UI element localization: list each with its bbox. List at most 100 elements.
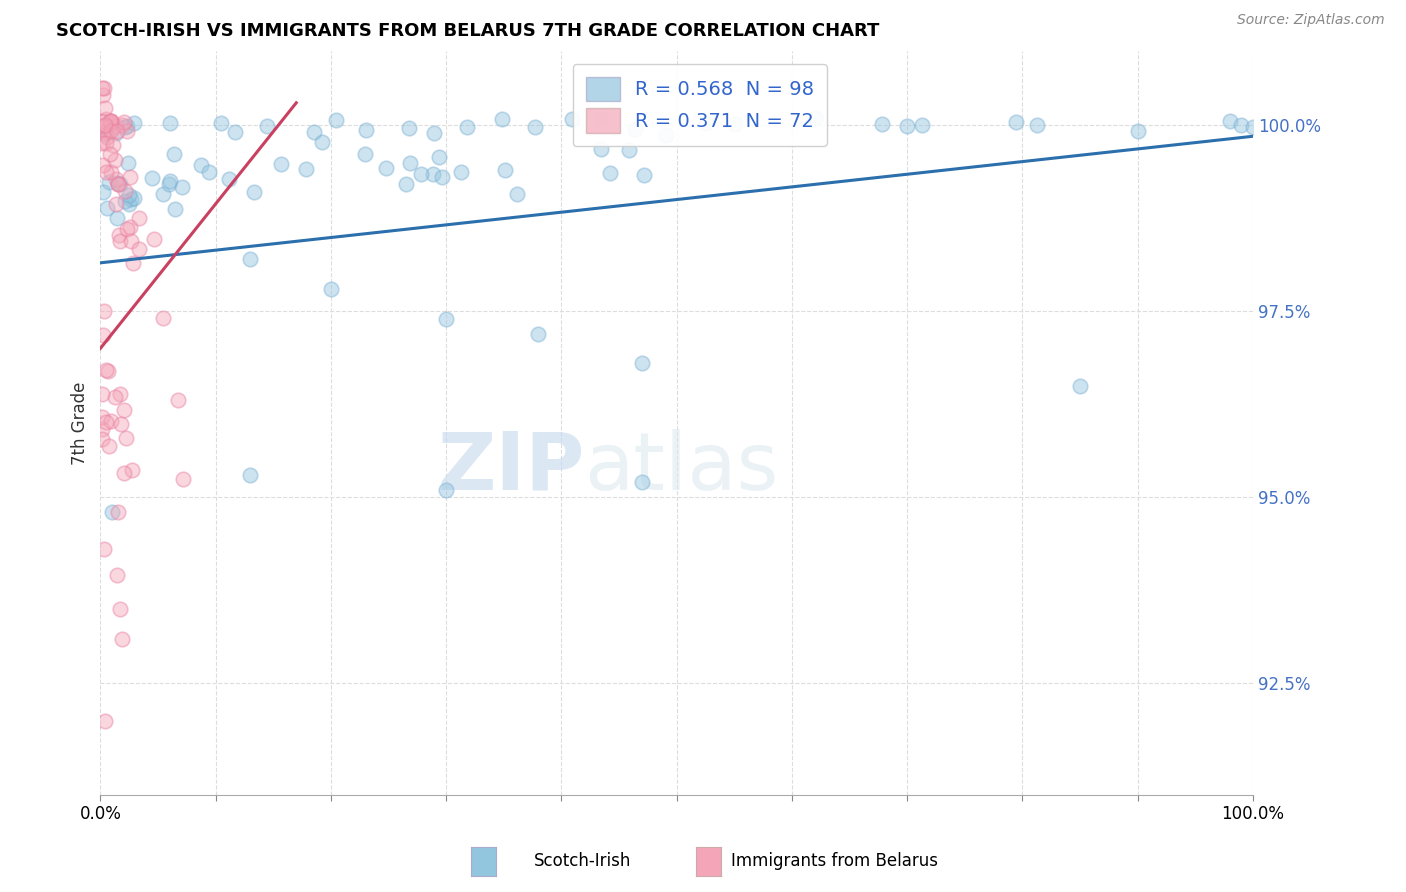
Point [98, 113, 121, 128]
Point [105, 197, 128, 211]
Point [804, 112, 827, 126]
Point [98, 124, 121, 138]
Point [239, 252, 262, 266]
Point [256, 120, 278, 134]
Point [218, 171, 240, 186]
Point [589, 143, 612, 157]
Point [93, 304, 115, 318]
Legend: R = 0.568  N = 98, R = 0.371  N = 72: R = 0.568 N = 98, R = 0.371 N = 72 [572, 63, 827, 145]
Point [91, 136, 114, 151]
Point [122, 116, 145, 130]
Point [163, 147, 186, 161]
Point [242, 186, 264, 200]
Point [91, 87, 114, 102]
Point [104, 172, 127, 186]
Point [633, 168, 655, 182]
Point [110, 234, 132, 248]
Point [100, 114, 122, 128]
Point [896, 120, 918, 134]
Point [295, 162, 318, 177]
Point [910, 118, 932, 132]
Point [456, 120, 478, 135]
Point [166, 392, 188, 407]
Point [209, 115, 232, 129]
Point [398, 156, 420, 170]
Point [100, 414, 122, 428]
Point [302, 124, 325, 138]
Text: ZIP: ZIP [437, 428, 585, 507]
Point [121, 463, 143, 477]
Text: Scotch-Irish: Scotch-Irish [534, 852, 631, 870]
Point [143, 232, 166, 246]
Point [91, 185, 114, 199]
Point [110, 387, 132, 401]
Point [110, 632, 132, 646]
Point [121, 256, 143, 270]
Point [91, 158, 114, 172]
Point [1126, 124, 1149, 138]
Point [589, 111, 612, 125]
Point [152, 186, 174, 201]
Point [110, 417, 132, 432]
Point [1241, 120, 1264, 134]
Point [108, 602, 131, 616]
Point [354, 146, 377, 161]
Point [90, 410, 112, 425]
Point [96, 130, 118, 145]
Point [94, 101, 117, 115]
Point [94, 125, 117, 139]
Point [96, 415, 118, 429]
Y-axis label: 7th Grade: 7th Grade [72, 381, 89, 465]
Point [91, 81, 114, 95]
Point [101, 505, 124, 519]
Point [159, 174, 181, 188]
Point [270, 156, 292, 170]
Point [170, 180, 193, 194]
Point [117, 119, 139, 133]
Point [90, 119, 112, 133]
Point [224, 125, 246, 139]
Point [101, 137, 124, 152]
Point [319, 282, 342, 296]
Point [100, 115, 122, 129]
Point [427, 150, 450, 164]
Point [423, 126, 446, 140]
Point [1219, 113, 1241, 128]
Point [114, 184, 136, 198]
Point [112, 115, 135, 129]
Point [114, 120, 136, 134]
Point [124, 191, 146, 205]
Point [94, 119, 117, 133]
Point [117, 156, 139, 170]
Text: atlas: atlas [585, 428, 779, 507]
Point [107, 177, 129, 191]
Point [159, 116, 181, 130]
Point [104, 119, 127, 133]
Point [450, 165, 472, 179]
Point [107, 177, 129, 191]
Point [115, 222, 138, 236]
Point [1069, 378, 1091, 392]
Point [107, 177, 129, 191]
Point [374, 161, 396, 175]
Point [108, 177, 131, 191]
Point [395, 177, 418, 191]
Point [118, 188, 141, 202]
Point [434, 311, 457, 326]
Point [93, 81, 115, 95]
Point [624, 122, 647, 136]
Point [599, 166, 621, 180]
Text: Immigrants from Belarus: Immigrants from Belarus [731, 852, 938, 870]
Point [695, 115, 717, 129]
Point [90, 432, 112, 446]
Point [494, 163, 516, 178]
Point [90, 421, 112, 435]
Point [617, 143, 640, 157]
Point [96, 201, 118, 215]
Point [631, 475, 654, 490]
Point [115, 124, 138, 138]
Point [108, 228, 131, 243]
Point [97, 364, 120, 378]
Point [90, 387, 112, 401]
Point [96, 112, 118, 126]
